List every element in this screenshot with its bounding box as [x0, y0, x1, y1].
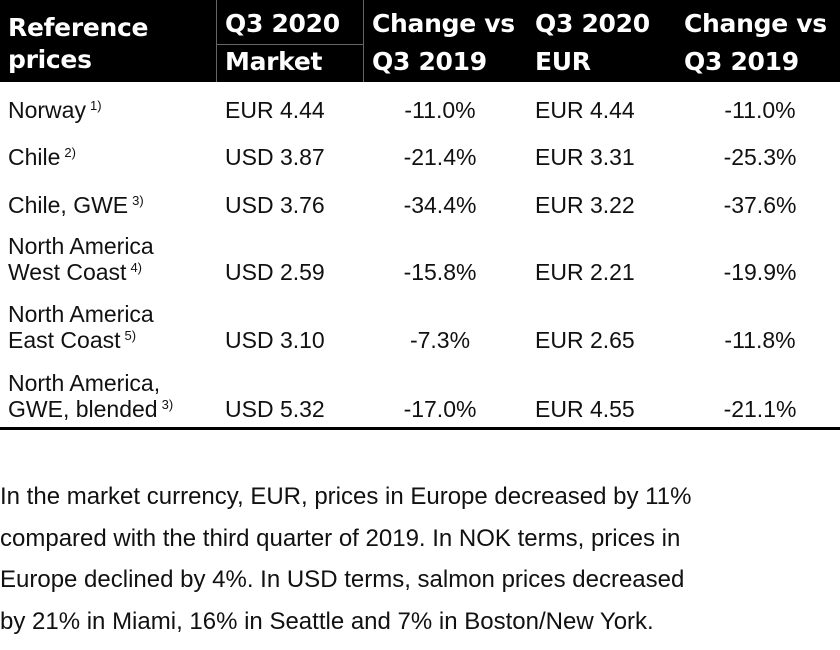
header-line: Change vs: [372, 9, 515, 38]
footnote-marker: 1): [89, 98, 102, 113]
row-label-text: GWE, blended: [8, 396, 158, 422]
row-label: North America East Coast 5): [8, 301, 154, 353]
row-label: North America West Coast 4): [8, 233, 154, 285]
header-change-market: Change vs Q3 2019: [372, 6, 515, 80]
row-label-text: North America: [8, 233, 154, 259]
paragraph-line: by 21% in Miami, 16% in Seattle and 7% i…: [0, 607, 654, 635]
market-price: USD 2.59: [225, 259, 325, 285]
header-divider: [216, 0, 217, 82]
header-line: Q3 2019: [684, 47, 799, 76]
market-change: -15.8%: [403, 259, 477, 285]
footnote-marker: 5): [124, 328, 137, 343]
row-label-text: North America,: [8, 370, 161, 396]
eur-change: -37.6%: [723, 192, 797, 218]
header-divider: [363, 0, 364, 82]
footnote-marker: 2): [64, 145, 76, 160]
header-line: Q3 2020: [535, 9, 650, 38]
footnote-marker: 4): [130, 260, 143, 275]
market-price: EUR 4.44: [225, 97, 325, 123]
header-divider: [216, 44, 363, 45]
eur-change: -11.0%: [724, 97, 796, 123]
market-change: -17.0%: [403, 396, 477, 422]
market-price: USD 3.10: [225, 327, 325, 353]
row-label-text: Norway: [8, 97, 86, 123]
row-label-text: West Coast: [8, 259, 127, 285]
header-line: EUR: [535, 47, 591, 76]
eur-price: EUR 2.21: [535, 259, 635, 285]
row-label-text: Chile: [8, 144, 61, 170]
market-change: -11.0%: [404, 97, 476, 123]
header-line: prices: [8, 45, 92, 74]
eur-change: -11.8%: [724, 327, 796, 353]
header-q3-2020-eur: Q3 2020 EUR: [535, 6, 650, 80]
body-paragraph: In the market currency, EUR, prices in E…: [0, 476, 840, 642]
row-label-text: Chile, GWE: [8, 192, 129, 218]
market-change: -7.3%: [409, 327, 471, 353]
market-change: -21.4%: [403, 144, 477, 170]
row-label: Chile, GWE 3): [8, 192, 144, 218]
market-price: USD 5.32: [225, 396, 325, 422]
header-line: Q3 2019: [372, 47, 487, 76]
paragraph-line: compared with the third quarter of 2019.…: [0, 524, 681, 552]
row-label: Chile 2): [8, 144, 76, 170]
market-price: USD 3.87: [225, 144, 325, 170]
header-reference-prices: Reference prices: [8, 10, 149, 78]
table-header: Reference prices Q3 2020 Market Change v…: [0, 0, 840, 82]
header-line: Q3 2020: [225, 9, 340, 38]
eur-change: -19.9%: [723, 259, 797, 285]
eur-price: EUR 4.44: [535, 97, 635, 123]
header-change-eur: Change vs Q3 2019: [684, 6, 827, 80]
footnote-marker: 3): [132, 193, 144, 208]
row-label: North America, GWE, blended 3): [8, 370, 173, 422]
eur-change: -21.1%: [723, 396, 797, 422]
paragraph-line: Europe declined by 4%. In USD terms, sal…: [0, 566, 685, 593]
footnote-marker: 3): [161, 397, 174, 412]
header-q3-2020-market: Q3 2020 Market: [225, 6, 340, 80]
header-line: Market: [225, 47, 323, 76]
eur-price: EUR 4.55: [535, 396, 635, 422]
header-line: Change vs: [684, 9, 827, 38]
table-bottom-rule: [0, 427, 840, 430]
row-label-text: East Coast: [8, 327, 121, 353]
header-line: Reference: [8, 13, 149, 42]
eur-price: EUR 3.22: [535, 192, 635, 218]
row-label-text: North America: [8, 301, 154, 327]
eur-price: EUR 2.65: [535, 327, 635, 353]
eur-change: -25.3%: [723, 144, 797, 170]
row-label: Norway 1): [8, 97, 102, 123]
eur-price: EUR 3.31: [535, 144, 635, 170]
market-price: USD 3.76: [225, 192, 325, 218]
market-change: -34.4%: [403, 192, 477, 218]
paragraph-line: In the market currency, EUR, prices in E…: [0, 483, 692, 510]
